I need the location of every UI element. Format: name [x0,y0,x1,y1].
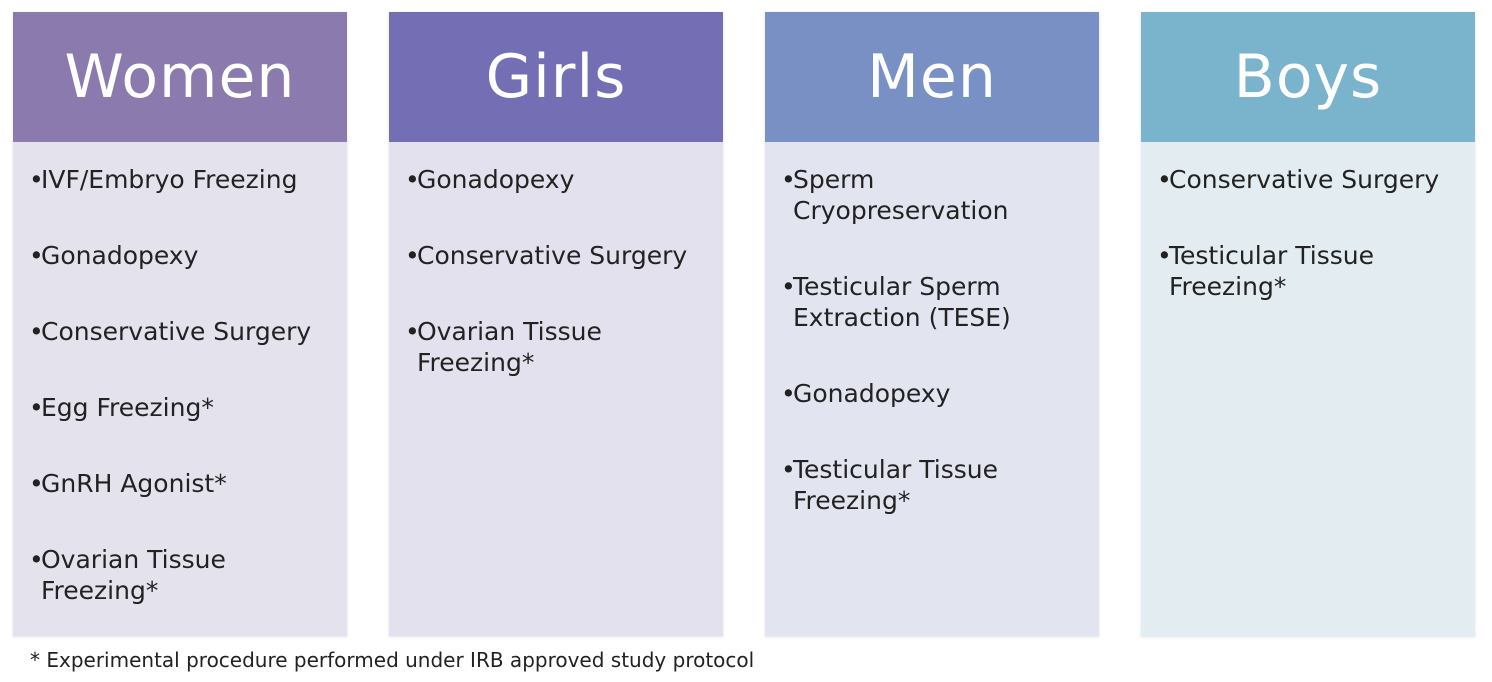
panel-title-boys: Boys [1233,42,1383,112]
list-item: Conservative Surgery [405,240,711,271]
list-item: Conservative Surgery [1157,164,1463,195]
panel-title-men: Men [867,42,997,112]
panel-header-men: Men [765,12,1099,142]
list-item: Conservative Surgery [29,316,335,347]
list-item: Sperm Cryopreservation [781,164,1087,226]
list-item: Gonadopexy [405,164,711,195]
panel-girls: Girls Gonadopexy Conservative Surgery Ov… [389,12,723,636]
list-item: Testicular Sperm Extraction (TESE) [781,271,1087,333]
list-item: Testicular Tissue Freezing* [781,454,1087,516]
panel-header-girls: Girls [389,12,723,142]
panel-title-girls: Girls [485,42,627,112]
list-item: Egg Freezing* [29,392,335,423]
list-item: GnRH Agonist* [29,468,335,499]
panel-boys: Boys Conservative Surgery Testicular Tis… [1141,12,1475,636]
panel-title-women: Women [64,42,296,112]
panel-body-boys: Conservative Surgery Testicular Tissue F… [1141,142,1475,636]
list-item: Ovarian Tissue Freezing* [405,316,711,378]
panel-header-women: Women [13,12,347,142]
item-list-girls: Gonadopexy Conservative Surgery Ovarian … [405,164,711,378]
panel-body-women: IVF/Embryo Freezing Gonadopexy Conservat… [13,142,347,636]
footnote: * Experimental procedure performed under… [30,648,755,672]
list-item: IVF/Embryo Freezing [29,164,335,195]
panel-body-men: Sperm Cryopreservation Testicular Sperm … [765,142,1099,636]
item-list-men: Sperm Cryopreservation Testicular Sperm … [781,164,1087,516]
item-list-boys: Conservative Surgery Testicular Tissue F… [1157,164,1463,302]
list-item: Gonadopexy [29,240,335,271]
item-list-women: IVF/Embryo Freezing Gonadopexy Conservat… [29,164,335,606]
panel-men: Men Sperm Cryopreservation Testicular Sp… [765,12,1099,636]
panel-header-boys: Boys [1141,12,1475,142]
list-item: Testicular Tissue Freezing* [1157,240,1463,302]
list-item: Ovarian Tissue Freezing* [29,544,335,606]
panel-body-girls: Gonadopexy Conservative Surgery Ovarian … [389,142,723,636]
panel-women: Women IVF/Embryo Freezing Gonadopexy Con… [13,12,347,636]
list-item: Gonadopexy [781,378,1087,409]
